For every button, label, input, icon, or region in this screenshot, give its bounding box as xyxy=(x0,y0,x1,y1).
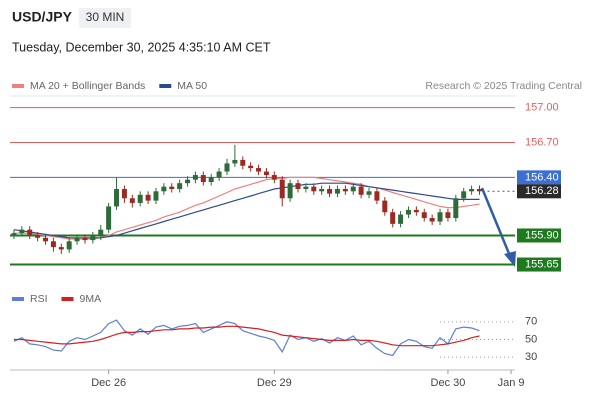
level-label: 155.65 xyxy=(525,258,559,270)
candle-body xyxy=(129,198,135,203)
level-tag xyxy=(517,257,561,272)
legend-label: MA 50 xyxy=(177,80,207,92)
candle-body xyxy=(177,183,183,189)
candle-body xyxy=(98,229,104,236)
candle-body xyxy=(334,188,340,194)
candle-body xyxy=(303,186,309,189)
candle-body xyxy=(405,209,411,215)
legend-swatch xyxy=(12,297,24,301)
candle-body xyxy=(271,175,277,180)
candle-body xyxy=(153,191,159,201)
candle-body xyxy=(319,188,325,192)
candle-body xyxy=(169,186,175,189)
candle-body xyxy=(358,186,364,195)
candle-body xyxy=(311,186,317,192)
candle-body xyxy=(27,229,33,236)
x-tick-label: Dec 29 xyxy=(257,377,292,389)
candle-body xyxy=(390,212,396,224)
candle-body xyxy=(374,191,380,201)
candle-body xyxy=(208,177,214,183)
y-tick-label: 50 xyxy=(525,333,537,345)
candle-body xyxy=(287,183,293,199)
candle-body xyxy=(43,237,49,242)
candle-body xyxy=(224,163,230,172)
candle-body xyxy=(19,229,25,234)
source: Research © 2025 Trading Central xyxy=(425,80,582,92)
candle-body xyxy=(350,186,356,192)
datetime: Tuesday, December 30, 2025 4:35:10 AM CE… xyxy=(12,40,271,54)
candle-body xyxy=(185,179,191,184)
candle-body xyxy=(50,241,56,248)
candle-body xyxy=(295,183,301,189)
candle-body xyxy=(114,188,120,207)
y-tick-label: 30 xyxy=(525,351,537,363)
candle-body xyxy=(58,247,64,250)
legend-label: MA 20 + Bollinger Bands xyxy=(30,80,145,92)
candle-body xyxy=(263,171,269,176)
candle-body xyxy=(382,200,388,213)
projection-arrow xyxy=(480,187,512,257)
legend-label: RSI xyxy=(30,293,48,305)
arrow-head xyxy=(504,251,516,267)
candle-body xyxy=(342,188,348,192)
candle-body xyxy=(106,206,112,230)
candle-body xyxy=(200,175,206,183)
candle-body xyxy=(327,188,333,194)
candle-body xyxy=(11,233,17,236)
candle-body xyxy=(476,188,482,192)
candle-body xyxy=(256,168,262,172)
x-tick-label: Jan 9 xyxy=(498,377,525,389)
candle-body xyxy=(240,159,246,166)
series-line xyxy=(13,319,480,357)
series-line xyxy=(13,325,480,347)
level-label: 156.28 xyxy=(525,185,559,197)
legend-swatch xyxy=(61,297,74,301)
level-label: 155.90 xyxy=(525,229,559,241)
level-label: 157.00 xyxy=(525,102,559,114)
candle-body xyxy=(121,188,127,199)
candle-body xyxy=(161,186,167,192)
candle-body xyxy=(366,191,372,195)
candle-body xyxy=(453,198,459,219)
x-tick-label: Dec 30 xyxy=(431,377,466,389)
candle-body xyxy=(445,212,451,219)
level-tag xyxy=(517,184,561,199)
candle-body xyxy=(469,188,475,192)
legend-label: 9MA xyxy=(80,293,102,305)
candle-body xyxy=(192,175,198,180)
level-label: 156.40 xyxy=(525,171,559,183)
candle-body xyxy=(248,165,254,169)
candle-body xyxy=(413,209,419,213)
candle-body xyxy=(74,237,80,242)
candle-body xyxy=(398,214,404,224)
candle-body xyxy=(461,191,467,199)
y-tick-label: 70 xyxy=(525,316,537,328)
candle-body xyxy=(279,179,285,199)
candle-body xyxy=(421,212,427,219)
candle-body xyxy=(429,218,435,222)
symbol: USD/JPY xyxy=(12,9,73,25)
interval[interactable]: 30 MIN xyxy=(86,10,125,24)
candle-body xyxy=(437,212,443,222)
candle-body xyxy=(216,171,222,178)
level-tag xyxy=(517,170,561,185)
candle-body xyxy=(82,237,88,241)
legend-swatch xyxy=(12,84,24,88)
candle-body xyxy=(35,235,41,238)
candle-body xyxy=(145,194,151,201)
candle-body xyxy=(232,159,238,164)
candle-body xyxy=(90,235,96,241)
level-tag xyxy=(517,228,561,243)
interval-box[interactable] xyxy=(79,8,131,28)
x-tick-label: Dec 26 xyxy=(91,377,126,389)
level-label: 156.70 xyxy=(525,136,559,148)
candle-body xyxy=(137,194,143,203)
candle-body xyxy=(66,241,72,250)
legend-swatch xyxy=(159,84,172,88)
